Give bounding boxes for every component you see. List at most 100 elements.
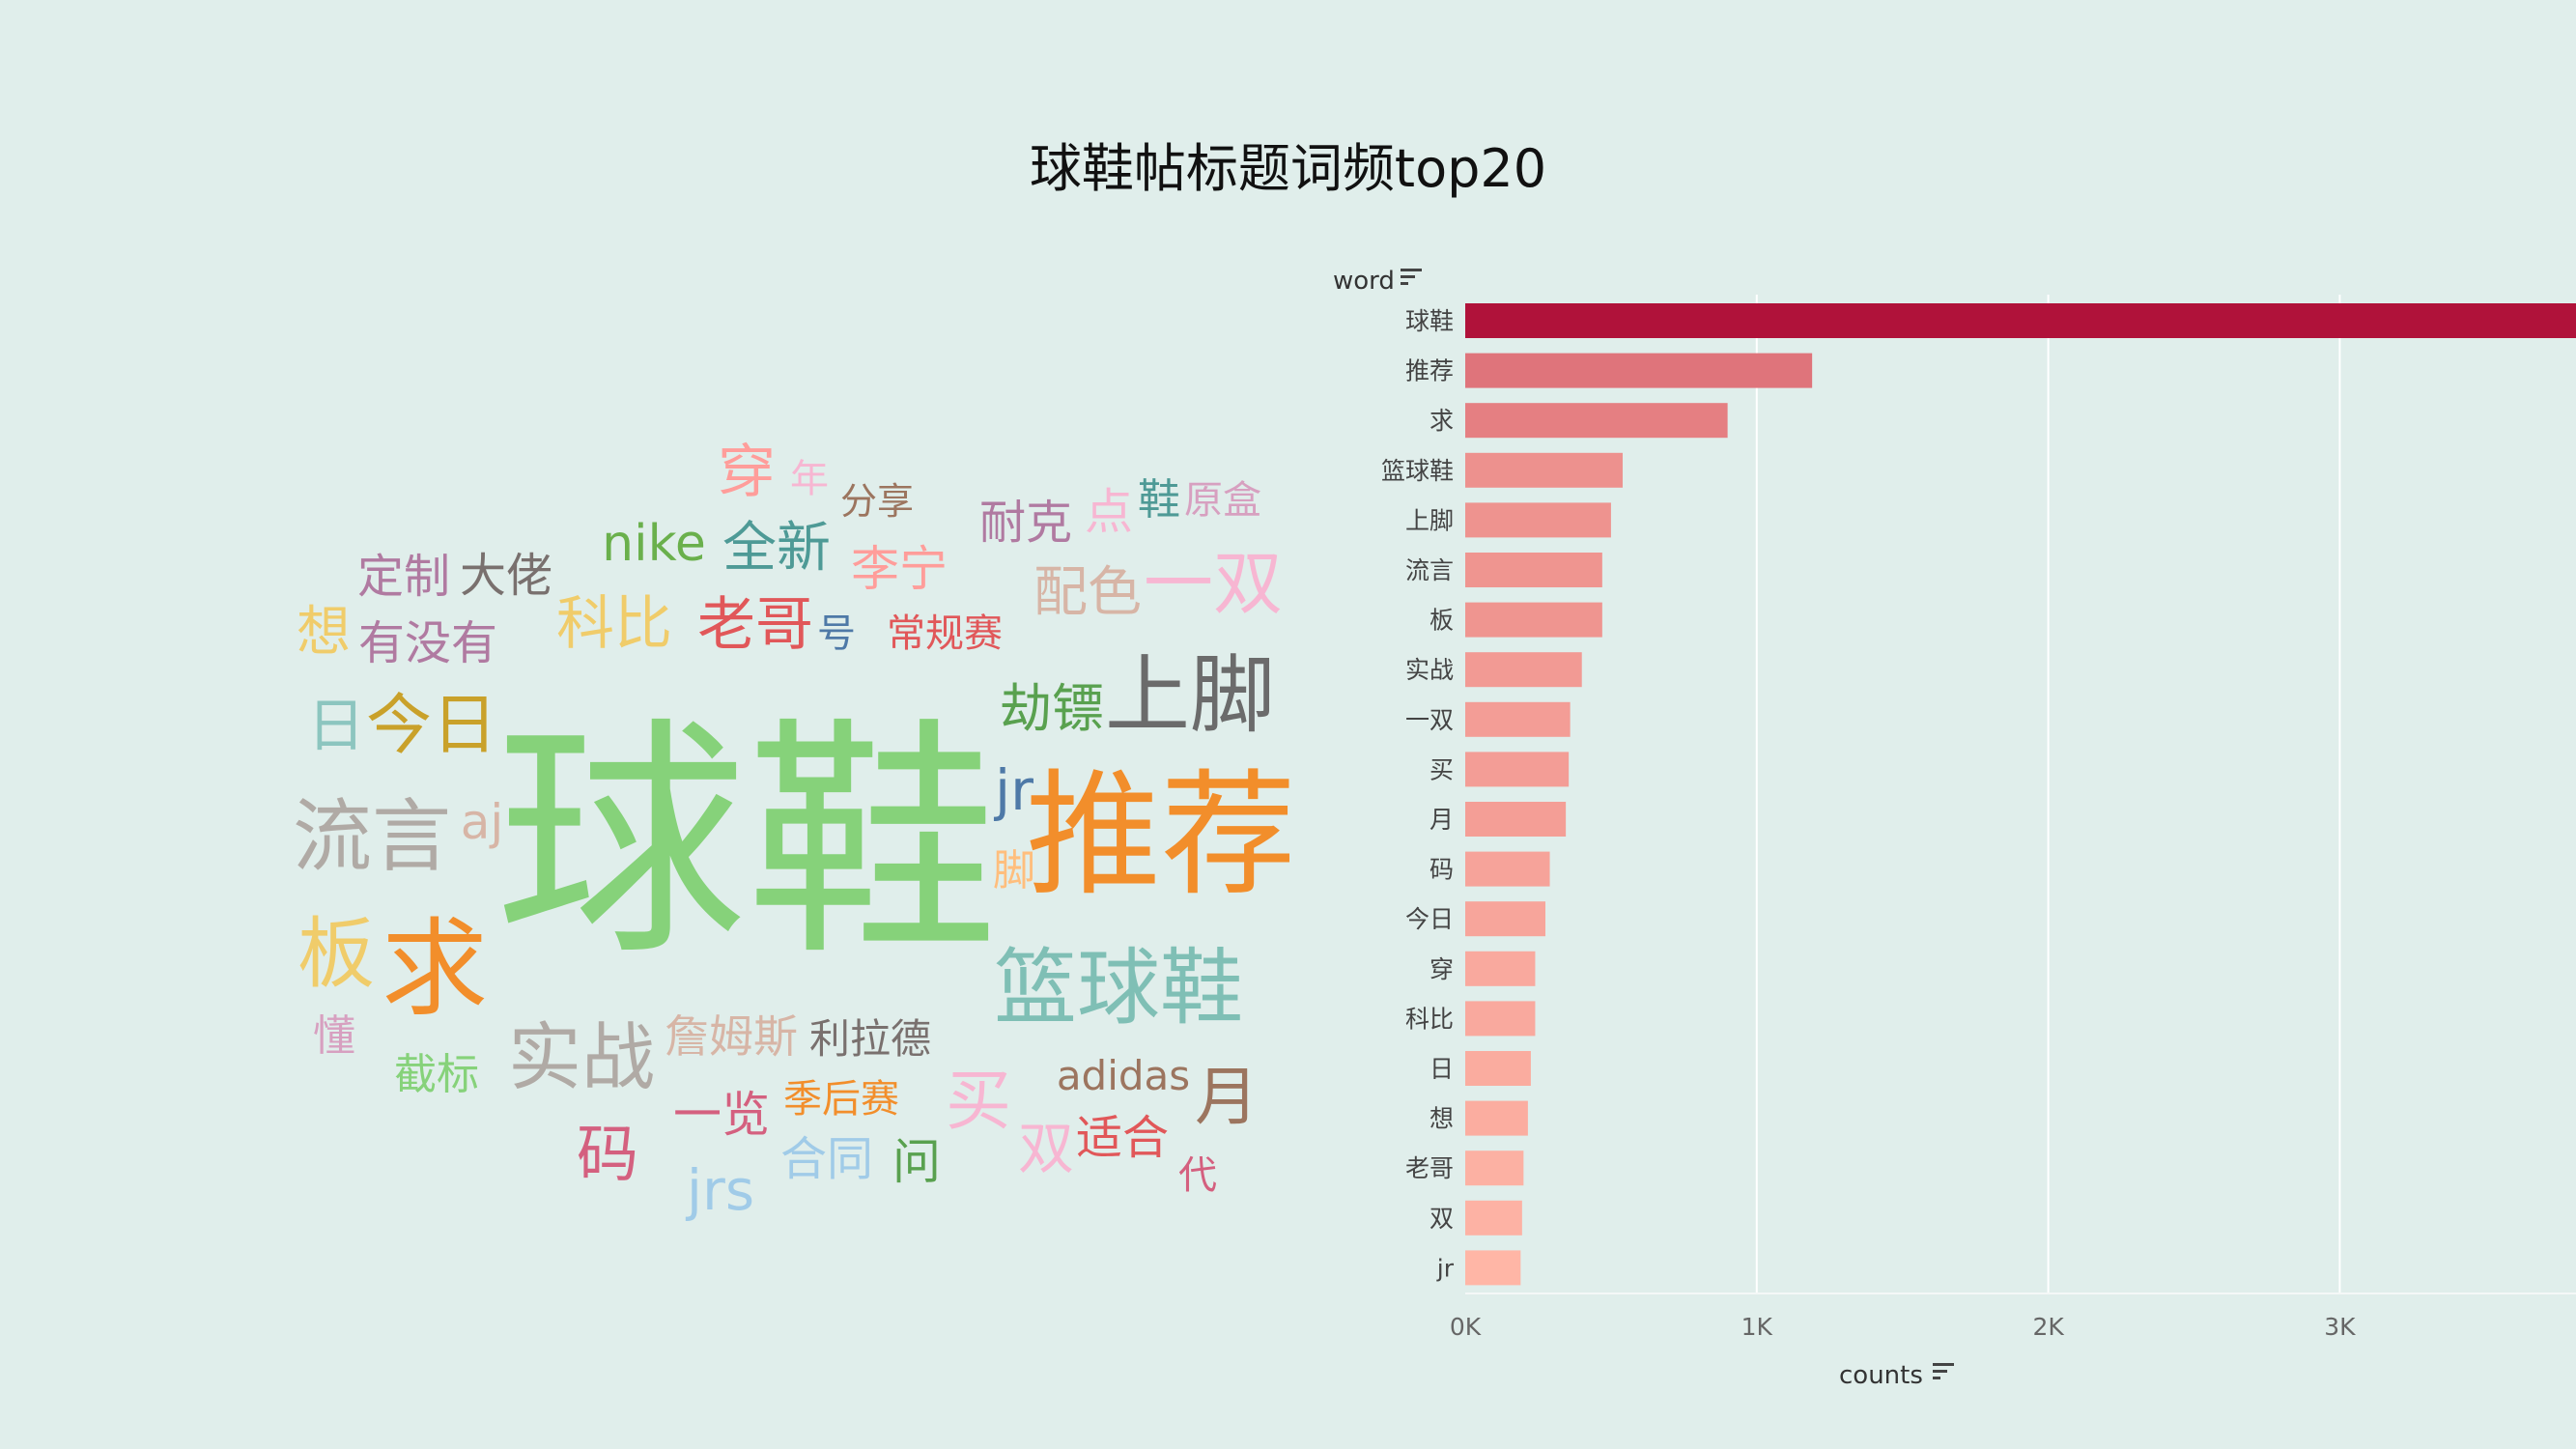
bar[interactable] xyxy=(1465,303,2576,338)
y-sort-icon[interactable] xyxy=(1401,269,1422,285)
y-tick-label: 穿 xyxy=(1430,955,1454,983)
bar[interactable] xyxy=(1465,353,1813,388)
cloud-word: 号 xyxy=(817,611,856,656)
sort-icon-line xyxy=(1933,1377,1940,1379)
y-tick-label: 月 xyxy=(1430,806,1454,834)
bar[interactable] xyxy=(1465,802,1567,837)
cloud-word: 代 xyxy=(1178,1153,1217,1198)
x-tick-label: 2K xyxy=(2032,1313,2064,1341)
bar[interactable] xyxy=(1465,1151,1524,1186)
bar[interactable] xyxy=(1465,1001,1536,1037)
bar[interactable] xyxy=(1465,851,1550,887)
word-cloud: 球鞋 推荐 篮球鞋 上脚求 流言板实战 老哥 科比 一双 今日日 全新 nike 穿李宁 配色 耐克 定制大… xyxy=(292,439,1297,1218)
grid-lines xyxy=(1755,295,2341,1293)
cloud-word: 詹姆斯 xyxy=(665,1010,798,1063)
cloud-word: 利拉德 xyxy=(808,1015,932,1063)
y-axis-title: word xyxy=(1333,267,1395,296)
y-tick-label: 实战 xyxy=(1405,656,1454,684)
cloud-word: 有没有 xyxy=(357,616,498,670)
cloud-word: 年 xyxy=(790,457,829,501)
cloud-word: 老哥 xyxy=(697,591,813,659)
bar[interactable] xyxy=(1465,752,1570,787)
bar[interactable] xyxy=(1465,403,1728,439)
cloud-word: 定制 xyxy=(356,550,451,604)
y-tick-label: 球鞋 xyxy=(1405,307,1454,335)
bar[interactable] xyxy=(1465,951,1536,986)
x-sort-icon[interactable] xyxy=(1933,1363,1954,1379)
cloud-word: 大佬 xyxy=(459,549,553,603)
cloud-word: 鞋 xyxy=(1138,475,1180,525)
cloud-word: aj xyxy=(460,794,504,850)
y-tick-label: jr xyxy=(1436,1254,1455,1282)
cloud-word: 篮球鞋 xyxy=(994,940,1243,1037)
cloud-word: 日 xyxy=(307,693,365,760)
bar[interactable] xyxy=(1465,502,1611,538)
bar[interactable] xyxy=(1465,553,1602,587)
y-tick-label: 板 xyxy=(1430,607,1454,635)
cloud-word: 原盒 xyxy=(1184,478,1261,523)
cloud-word: adidas xyxy=(1056,1052,1191,1099)
bar[interactable] xyxy=(1465,1200,1522,1236)
sort-icon-line xyxy=(1401,269,1422,271)
bar[interactable] xyxy=(1465,701,1571,737)
cloud-word: 全新 xyxy=(722,517,831,580)
cloud-word: 科比 xyxy=(556,590,672,658)
bar[interactable] xyxy=(1465,602,1602,638)
y-tick-label: 推荐 xyxy=(1405,357,1454,385)
y-tick-label: 老哥 xyxy=(1405,1154,1454,1182)
cloud-word: jr xyxy=(995,757,1033,823)
cloud-word: 懂 xyxy=(313,1011,355,1061)
cloud-word: 点 xyxy=(1085,484,1133,540)
x-tick-labels: 0K1K2K3K4K5K xyxy=(1450,1313,2356,1341)
sort-icon-line xyxy=(1401,282,1408,285)
cloud-word: 板 xyxy=(297,909,375,999)
cloud-word: 双 xyxy=(1017,1116,1075,1181)
x-tick-label: 1K xyxy=(1741,1313,1773,1341)
cloud-word: 合同 xyxy=(779,1132,874,1186)
y-tick-label: 码 xyxy=(1430,856,1454,884)
bar[interactable] xyxy=(1465,1100,1528,1136)
cloud-word: 常规赛 xyxy=(887,611,1003,656)
sort-icon-line xyxy=(1933,1363,1954,1366)
sort-icon-line xyxy=(1401,275,1415,278)
bar[interactable] xyxy=(1465,1051,1531,1086)
y-tick-label: 买 xyxy=(1430,755,1454,783)
bars xyxy=(1465,303,2576,1286)
cloud-word: 月 xyxy=(1195,1060,1259,1134)
x-tick-label: 3K xyxy=(2324,1313,2356,1341)
y-tick-label: 今日 xyxy=(1405,905,1454,933)
cloud-word: 球鞋 xyxy=(495,697,998,989)
y-tick-label: 上脚 xyxy=(1405,506,1454,534)
bar[interactable] xyxy=(1465,1250,1521,1286)
cloud-word: 截标 xyxy=(394,1050,479,1099)
cloud-word: 求 xyxy=(382,907,488,1031)
cloud-word: 流言 xyxy=(292,791,452,883)
y-tick-label: 双 xyxy=(1430,1205,1454,1233)
cloud-word: 推荐 xyxy=(1025,757,1297,915)
cloud-word: 上脚 xyxy=(1104,645,1276,745)
bar[interactable] xyxy=(1465,652,1582,688)
y-tick-label: 想 xyxy=(1430,1105,1454,1133)
y-tick-label: 科比 xyxy=(1405,1005,1454,1033)
cloud-word: 李宁 xyxy=(851,541,948,597)
y-tick-label: 日 xyxy=(1430,1055,1454,1083)
cloud-word: 适合 xyxy=(1075,1111,1170,1165)
cloud-word: 码 xyxy=(577,1120,638,1191)
bar[interactable] xyxy=(1465,452,1623,488)
chart-title: 球鞋帖标题词频top20 xyxy=(1029,138,1547,199)
cloud-word: 穿 xyxy=(718,439,776,506)
cloud-word: 配色 xyxy=(1033,561,1142,624)
sort-icon-line xyxy=(1933,1370,1947,1373)
cloud-word: 季后赛 xyxy=(783,1077,899,1122)
cloud-word: 一览 xyxy=(673,1087,770,1143)
cloud-word: 脚 xyxy=(993,846,1035,895)
cloud-word: 劫镖 xyxy=(1000,678,1104,739)
cloud-word: 实战 xyxy=(508,1014,655,1100)
y-tick-label: 流言 xyxy=(1405,556,1454,584)
x-axis-title: counts xyxy=(1839,1361,1923,1390)
cloud-word: 买 xyxy=(945,1064,1012,1140)
x-tick-label: 0K xyxy=(1450,1313,1482,1341)
bar[interactable] xyxy=(1465,901,1545,937)
